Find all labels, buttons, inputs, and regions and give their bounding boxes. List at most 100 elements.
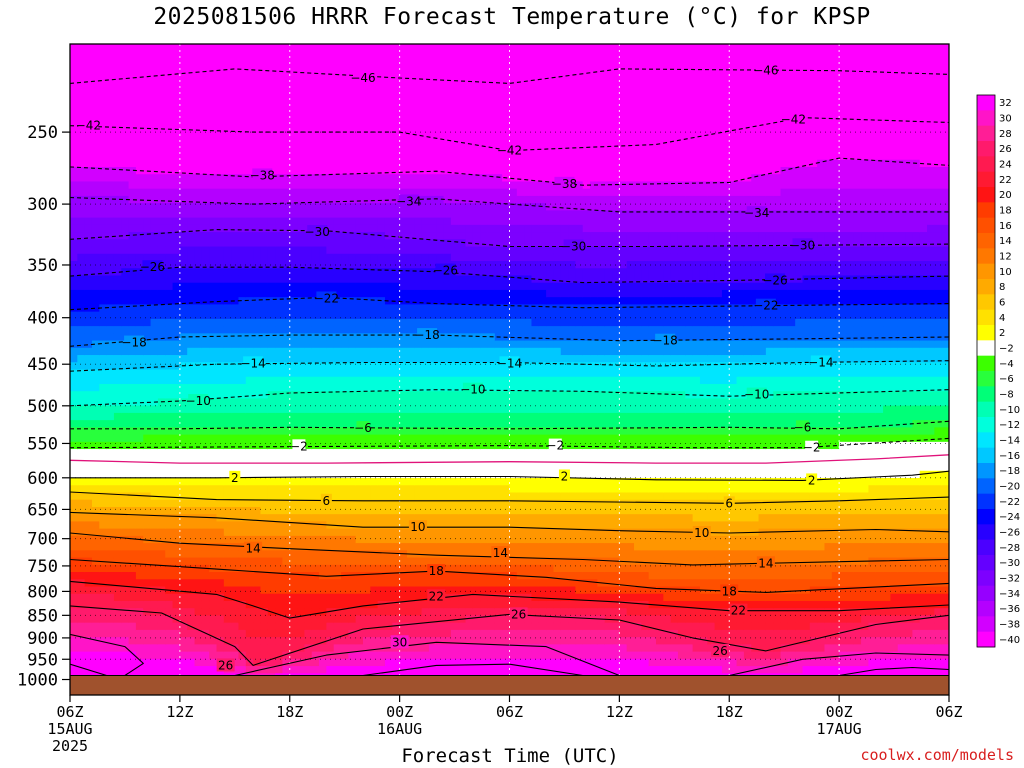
y-tick-label: 450 bbox=[27, 355, 58, 375]
contour--10-9 bbox=[70, 389, 949, 407]
x-tick-label: 06Z bbox=[56, 703, 83, 721]
colorbar-swatch bbox=[977, 616, 995, 633]
y-axis: 250 300 350 400 450 500 550 600 650 700 750 800 850 9… bbox=[17, 123, 70, 691]
contour-label: −10 bbox=[460, 383, 485, 397]
contour-label: −30 bbox=[790, 238, 815, 252]
contour-label-bg bbox=[746, 387, 767, 401]
contour-0-12 bbox=[70, 454, 949, 464]
contour-label-bg bbox=[723, 496, 735, 510]
contour-label-bg bbox=[316, 291, 337, 305]
contour-14-16 bbox=[70, 532, 949, 566]
colorbar-tick-label: −10 bbox=[999, 405, 1020, 416]
contour-label: 10 bbox=[694, 526, 709, 540]
contour-34-24 bbox=[839, 666, 949, 677]
y-tick-label: 850 bbox=[27, 606, 58, 626]
colorbar-swatch bbox=[977, 417, 995, 433]
x-tick-label: 2025 bbox=[52, 737, 88, 755]
y-tick-label: 250 bbox=[27, 123, 58, 143]
colorbar-swatch bbox=[977, 217, 995, 234]
contour-18-17 bbox=[70, 558, 949, 593]
contour-label: −14 bbox=[497, 356, 522, 370]
colorbar-swatch bbox=[977, 631, 995, 648]
contour-label-bg bbox=[252, 168, 273, 182]
colorbar-tick-label: −24 bbox=[999, 512, 1020, 523]
contour-label-bg bbox=[142, 260, 163, 274]
contour-label: −30 bbox=[305, 225, 330, 239]
credit-link[interactable]: coolwx.com/models bbox=[860, 746, 1014, 764]
contour-label: −2 bbox=[803, 441, 821, 455]
contour-label: −18 bbox=[414, 328, 439, 342]
colorbar-swatch bbox=[977, 478, 995, 495]
x-axis-label: Forecast Time (UTC) bbox=[401, 745, 619, 767]
y-tick-label: 300 bbox=[27, 195, 58, 215]
contour-label: −46 bbox=[753, 64, 778, 78]
contour-30-21 bbox=[234, 641, 620, 677]
colorbar-swatch bbox=[977, 294, 995, 311]
contour-label: −26 bbox=[140, 260, 165, 274]
contour-label-bg bbox=[398, 194, 419, 208]
colorbar-tick-label: 32 bbox=[999, 98, 1012, 109]
contour-22-18 bbox=[70, 580, 949, 619]
contour-label-bg bbox=[462, 382, 483, 396]
x-tick-label: 06Z bbox=[496, 703, 523, 721]
y-tick-label: 650 bbox=[27, 500, 58, 520]
colorbar-swatch bbox=[977, 248, 995, 265]
contour-label-bg bbox=[229, 470, 241, 484]
contour-label-bg bbox=[729, 603, 748, 617]
isotherms: −46−46−42−42−42−38−38−34−34−30−30 −30−26−… bbox=[70, 63, 949, 677]
contour-label-bg bbox=[655, 333, 676, 347]
colorbar-tick-label: −28 bbox=[999, 543, 1020, 554]
y-tick-label: 400 bbox=[27, 309, 58, 329]
contour-label: −38 bbox=[552, 177, 577, 191]
contour-label: 14 bbox=[493, 546, 508, 560]
colorbar-swatch bbox=[977, 187, 995, 203]
colorbar-tick-label: −20 bbox=[999, 482, 1020, 493]
contour-label-bg bbox=[720, 584, 739, 598]
contour-label-bg bbox=[499, 356, 520, 370]
contour-label: 6 bbox=[725, 496, 733, 510]
contour-label: 18 bbox=[429, 564, 444, 578]
contour-label: −30 bbox=[561, 239, 586, 253]
contour-label-bg bbox=[307, 225, 328, 239]
contour-label: −34 bbox=[396, 194, 421, 208]
x-tick-label: 12Z bbox=[606, 703, 633, 721]
contour-label-bg bbox=[427, 589, 446, 603]
y-tick-label: 550 bbox=[27, 434, 58, 454]
contour-30-22 bbox=[729, 652, 949, 677]
colorbar-tick-label: −30 bbox=[999, 558, 1020, 569]
contour-label: 2 bbox=[808, 473, 816, 487]
x-tick-label: 18Z bbox=[276, 703, 303, 721]
contour-label-bg bbox=[435, 263, 456, 277]
colorbar-swatch bbox=[977, 325, 995, 341]
contour-label: 30 bbox=[392, 635, 407, 649]
x-tick-label: 18Z bbox=[716, 703, 743, 721]
y-tick-label: 350 bbox=[27, 256, 58, 276]
colorbar-tick-label: 10 bbox=[999, 267, 1012, 278]
colorbar-swatch bbox=[977, 371, 995, 387]
colorbar-swatch bbox=[977, 202, 995, 219]
contour-label-bg bbox=[390, 635, 409, 649]
contour-label-bg bbox=[491, 546, 510, 560]
contour-label: 2 bbox=[561, 469, 569, 483]
contour-label-bg bbox=[558, 469, 570, 483]
colorbar-tick-label: 22 bbox=[999, 175, 1012, 186]
contour-2-13 bbox=[70, 470, 949, 481]
contour-label-bg bbox=[548, 438, 562, 452]
colorbar-swatch bbox=[977, 171, 995, 188]
colorbar-tick-label: −6 bbox=[999, 374, 1014, 385]
colorbar-swatch bbox=[977, 95, 995, 111]
colorbar-swatch bbox=[977, 570, 995, 587]
contour-label-bg bbox=[692, 525, 711, 539]
contour-label-bg bbox=[796, 420, 809, 434]
contour-label: −14 bbox=[808, 355, 833, 369]
colorbar-swatch bbox=[977, 355, 995, 372]
contour-label-bg bbox=[554, 176, 575, 190]
contour-label: 26 bbox=[218, 658, 233, 672]
contour-label-bg bbox=[755, 63, 776, 77]
colorbar-swatch bbox=[977, 401, 995, 418]
contour-label-bg bbox=[756, 556, 775, 570]
colorbar-swatch bbox=[977, 509, 995, 525]
contour-30-20 bbox=[70, 633, 144, 676]
y-tick-label: 900 bbox=[27, 629, 58, 649]
